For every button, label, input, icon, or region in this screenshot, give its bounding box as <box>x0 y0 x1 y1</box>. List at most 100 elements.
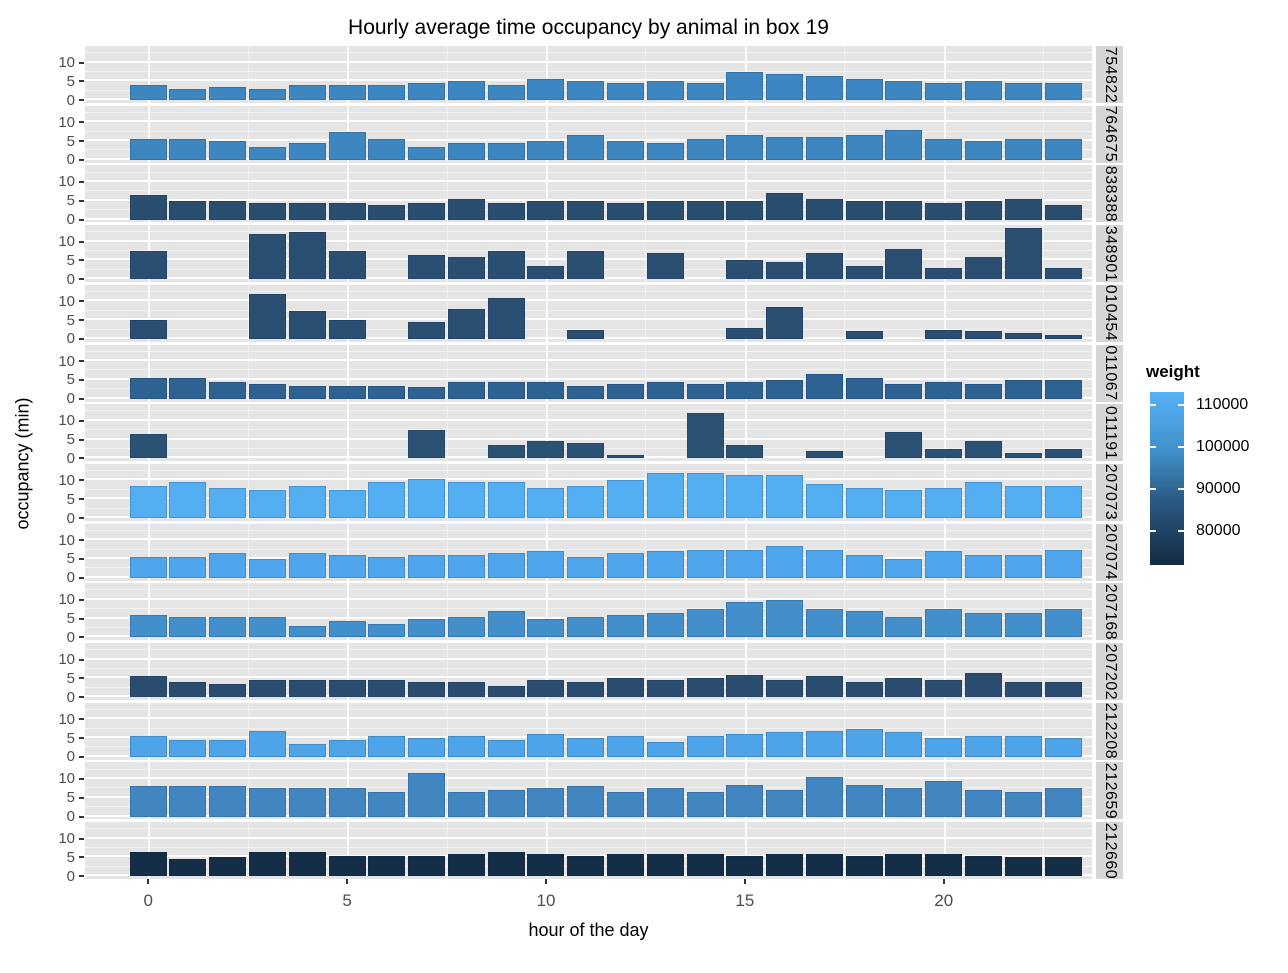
gridline-vertical-minor <box>645 822 647 880</box>
x-tick-mark <box>346 879 349 884</box>
gridline-vertical-major <box>545 105 548 163</box>
gridline-horizontal-major <box>85 377 1092 380</box>
bar <box>209 786 247 817</box>
bar <box>964 736 1002 757</box>
facet-panel <box>85 344 1092 402</box>
gridline-vertical-minor <box>645 165 647 223</box>
bar <box>487 611 525 638</box>
gridline-vertical-minor <box>446 344 448 402</box>
bar <box>487 297 525 339</box>
y-tick-label: 10 <box>58 54 75 72</box>
gridline-vertical-major <box>148 583 151 641</box>
bar <box>607 202 644 220</box>
bar <box>1004 139 1042 160</box>
bar <box>408 478 446 519</box>
gridline-vertical-minor <box>645 404 647 462</box>
gridline-vertical-major <box>744 702 747 760</box>
gridline-vertical-minor <box>844 225 846 283</box>
legend-tick-mark <box>1150 404 1156 407</box>
bar <box>209 616 247 638</box>
y-tick-mark <box>79 360 84 363</box>
gridline-vertical-minor <box>247 404 249 462</box>
bar <box>686 139 724 160</box>
gridline-vertical-minor <box>844 463 846 521</box>
bar <box>964 855 1002 877</box>
gridline-vertical-minor <box>645 225 647 283</box>
bar <box>766 790 804 817</box>
y-tick-mark <box>79 875 84 878</box>
bar <box>1044 738 1082 757</box>
bar <box>328 620 366 638</box>
legend-tick-mark <box>1150 446 1156 449</box>
bar <box>1044 267 1082 280</box>
bar <box>885 129 923 160</box>
gridline-vertical-major <box>148 523 151 581</box>
bar <box>288 142 326 160</box>
facet-label-text: 207074 <box>1101 523 1119 581</box>
bar <box>607 141 644 160</box>
bar <box>885 558 923 578</box>
gridline-vertical-major <box>545 225 548 283</box>
y-tick-mark <box>79 199 84 202</box>
gridline-horizontal-minor <box>85 190 1092 192</box>
bar <box>1004 379 1042 399</box>
gridline-vertical-minor <box>645 46 647 103</box>
bar <box>209 381 247 399</box>
gridline-vertical-major <box>744 225 747 283</box>
bar <box>209 87 247 101</box>
bar <box>845 266 883 280</box>
chart-title: Hourly average time occupancy by animal … <box>348 16 829 39</box>
bar <box>1004 198 1042 220</box>
y-tick-label: 5 <box>66 371 75 389</box>
y-tick-label: 5 <box>66 789 75 807</box>
gridline-vertical-major <box>744 643 747 700</box>
gridline-vertical-major <box>943 46 946 103</box>
bar <box>408 254 446 280</box>
bar <box>249 489 286 519</box>
bar <box>726 327 764 339</box>
y-tick-label: 10 <box>58 770 75 788</box>
gridline-vertical-major <box>148 284 151 342</box>
bar <box>885 249 923 280</box>
gridline-vertical-minor <box>247 762 249 820</box>
bar <box>726 549 764 578</box>
facet-label-text: 348901 <box>1101 225 1119 282</box>
bar <box>925 780 963 817</box>
bar <box>129 195 167 220</box>
gridline-vertical-major <box>744 822 747 880</box>
gridline-horizontal-major <box>85 717 1092 720</box>
y-tick-mark <box>79 517 84 520</box>
bar <box>646 853 684 877</box>
gridline-horizontal-major <box>85 359 1092 362</box>
y-tick-label: 10 <box>58 471 75 489</box>
gridline-vertical-minor <box>247 46 249 103</box>
y-tick-mark <box>79 479 84 482</box>
bar <box>447 381 485 399</box>
bar <box>766 306 804 339</box>
y-tick-label: 5 <box>66 610 75 628</box>
bar <box>288 680 326 698</box>
gridline-vertical-major <box>347 822 350 880</box>
bar <box>368 204 406 220</box>
gridline-vertical-minor <box>645 583 647 641</box>
bar <box>527 734 565 757</box>
bar <box>607 792 644 817</box>
bar <box>527 441 565 459</box>
y-tick-mark <box>79 837 84 840</box>
bar <box>288 851 326 877</box>
bar <box>1044 379 1082 399</box>
y-tick-mark <box>79 696 84 699</box>
gridline-vertical-major <box>943 404 946 462</box>
bar <box>845 855 883 877</box>
gridline-vertical-major <box>545 822 548 880</box>
bar <box>169 88 207 101</box>
bar <box>368 139 406 160</box>
bar <box>249 558 286 578</box>
bar <box>726 135 764 160</box>
y-tick-mark <box>79 61 84 64</box>
gridline-vertical-major <box>545 165 548 223</box>
bar <box>249 851 286 877</box>
gridline-vertical-minor <box>446 762 448 820</box>
y-tick-mark <box>79 180 84 183</box>
y-tick-label: 5 <box>66 729 75 747</box>
